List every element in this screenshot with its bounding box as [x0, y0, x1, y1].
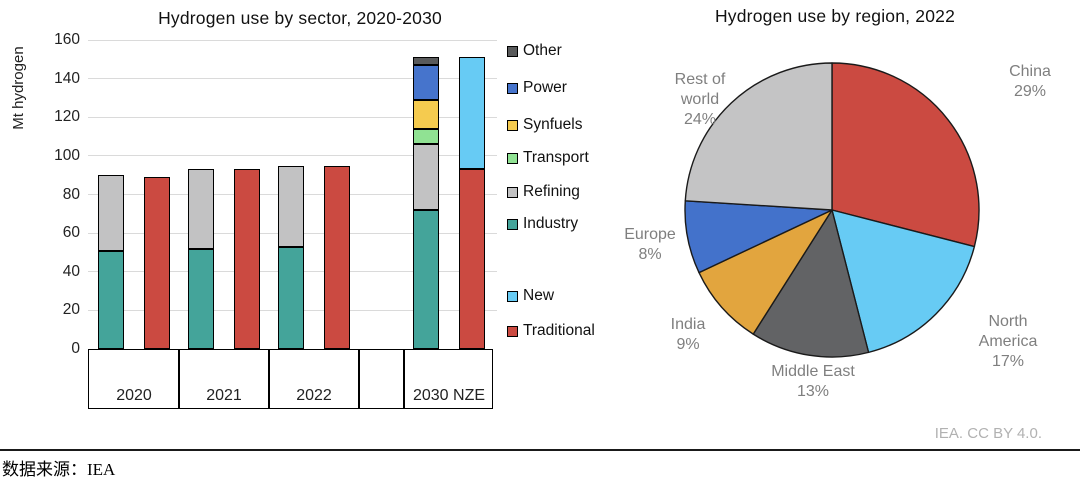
y-tick-label: 140	[54, 69, 80, 87]
pie-slice-label-middle-east: Middle East 13%	[771, 363, 855, 400]
pie-chart-title: Hydrogen use by region, 2022	[714, 6, 956, 26]
y-tick-label: 0	[71, 340, 80, 357]
legend-swatch-traditional	[507, 325, 518, 337]
source-note: 数据来源：IEA	[2, 460, 116, 479]
legend-label: New	[523, 287, 555, 304]
legend-swatch-industry	[507, 218, 518, 230]
y-tick-label: 100	[54, 146, 80, 164]
y-axis-title: Mt hydrogen	[10, 46, 27, 130]
y-tick-label: 160	[54, 31, 80, 48]
legend-swatch-synfuels	[507, 119, 518, 131]
pie-slice-label-china: China 29%	[1009, 63, 1051, 100]
legend-swatch-refining	[507, 186, 518, 198]
x-axis-separator	[178, 350, 180, 408]
bar-chart-title: Hydrogen use by sector, 2020-2030	[158, 8, 442, 28]
bar-segment-transport	[413, 128, 439, 145]
legend-item-industry: Industry	[507, 215, 579, 232]
legend-swatch-power	[507, 82, 518, 94]
license-credit: IEA. CC BY 4.0.	[934, 425, 1042, 442]
x-axis-category-label: 2022	[296, 387, 332, 404]
legend-item-other: Other	[507, 42, 562, 59]
pie-slice-label-india: India 9%	[670, 316, 706, 353]
pie-slice-north-america	[831, 209, 976, 354]
bar-segment-synfuels	[413, 99, 439, 129]
bar-segment-industry	[188, 248, 214, 349]
legend-label: Industry	[523, 215, 579, 232]
bar-segment-refining	[278, 165, 304, 247]
legend-label: Traditional	[523, 322, 595, 339]
legend-swatch-other	[507, 45, 518, 57]
legend-item-power: Power	[507, 79, 567, 96]
pie-slice-label-north-america: North America 17%	[978, 313, 1038, 370]
legend-item-transport: Transport	[507, 149, 589, 166]
y-tick-label: 80	[62, 185, 80, 203]
x-axis-category-label: 2021	[206, 387, 242, 404]
legend-label: Other	[523, 42, 562, 59]
legend-item-refining: Refining	[507, 183, 580, 200]
gridline	[88, 155, 497, 157]
y-tick-label: 120	[54, 108, 80, 126]
legend-item-traditional: Traditional	[507, 322, 595, 339]
pie-slice-middle-east	[752, 209, 870, 358]
bar-segment-industry	[278, 246, 304, 349]
legend-item-new: New	[507, 287, 555, 304]
pie-slice-china	[831, 62, 980, 248]
x-axis-category-label: 2020	[116, 387, 152, 404]
x-axis-separator	[358, 350, 360, 408]
bar-segment-industry	[413, 209, 439, 349]
legend-swatch-transport	[507, 152, 518, 164]
bar-segment-power	[413, 65, 439, 100]
x-axis-separator	[403, 350, 405, 408]
legend-label: Synfuels	[523, 116, 583, 133]
bar-segment-traditional	[234, 169, 260, 349]
legend-swatch-new	[507, 290, 518, 302]
gridline	[88, 78, 497, 80]
pie-svg	[684, 62, 980, 358]
pie-slice-label-europe: Europe 8%	[624, 226, 676, 263]
legend-label: Power	[523, 79, 567, 96]
gridline	[88, 116, 497, 118]
legend-item-synfuels: Synfuels	[507, 116, 583, 133]
x-axis-separator	[268, 350, 270, 408]
bar-segment-traditional	[324, 165, 350, 349]
bar-segment-traditional	[459, 169, 485, 349]
legend-label: Transport	[523, 149, 589, 166]
bar-segment-industry	[98, 250, 124, 349]
divider-line	[0, 449, 1080, 451]
bar-segment-new	[459, 57, 485, 170]
pie-slice-rest-of-world	[684, 62, 833, 211]
y-tick-label: 60	[62, 224, 80, 242]
bar-segment-refining	[188, 169, 214, 249]
bar-segment-traditional	[144, 177, 170, 349]
x-axis-category-label: 2030 NZE	[412, 387, 486, 404]
bar-segment-refining	[413, 144, 439, 210]
pie-slice-label-rest-of-world: Rest of world 24%	[674, 71, 726, 128]
pie-slice-india	[698, 209, 833, 335]
y-tick-label: 40	[62, 262, 80, 280]
legend-label: Refining	[523, 183, 580, 200]
gridline	[88, 39, 497, 41]
x-axis-category-boxes: 2020 2021 2022 2030 NZE	[88, 349, 493, 409]
y-tick-label: 20	[62, 301, 80, 319]
bar-segment-other	[413, 57, 439, 66]
bar-segment-refining	[98, 175, 124, 251]
bar-plot-area	[88, 39, 497, 349]
